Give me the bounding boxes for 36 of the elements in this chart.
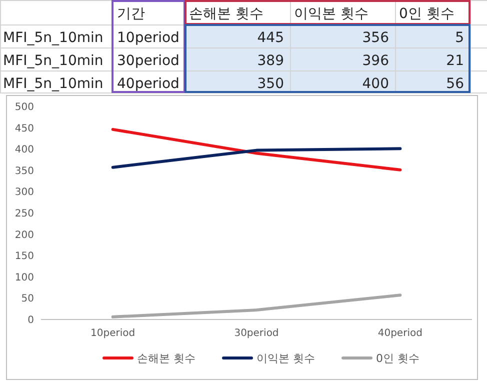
x-tick-label: 30period bbox=[234, 328, 279, 339]
y-tick-label: 250 bbox=[14, 208, 34, 220]
x-tick-label: 0인 횟수 bbox=[399, 6, 454, 22]
x-tick-label: 40period bbox=[378, 328, 422, 339]
x-tick-label: 이익본 횟수 bbox=[294, 6, 368, 22]
data-label: 350 bbox=[257, 76, 284, 92]
x-tick-label: 손해본 횟수 bbox=[189, 6, 264, 22]
data-label: 445 bbox=[257, 30, 284, 46]
y-tick-label: 350 bbox=[14, 166, 34, 177]
legend-label: 손해본 횟수 bbox=[137, 352, 196, 365]
legend-label: 0인 횟수 bbox=[376, 352, 420, 365]
y-tick-label: MFI_5n_10min bbox=[3, 76, 104, 92]
y-tick-label: 0 bbox=[28, 315, 34, 326]
y2-tick-label: 40period bbox=[117, 76, 180, 92]
y-tick-label: 400 bbox=[14, 144, 34, 156]
legend-label: 이익본 횟수 bbox=[256, 352, 315, 365]
text: 기간 bbox=[117, 6, 145, 22]
data-label: 21 bbox=[446, 53, 464, 69]
y-tick-label: 500 bbox=[14, 102, 34, 113]
y-tick-label: 50 bbox=[21, 294, 34, 305]
x-tick-label: 10period bbox=[90, 328, 136, 339]
y-tick-label: 450 bbox=[14, 123, 34, 134]
y2-tick-label: 30period bbox=[117, 53, 180, 69]
y-tick-label: MFI_5n_10min bbox=[3, 30, 104, 46]
data-label: 400 bbox=[362, 76, 389, 92]
y-tick-label: 150 bbox=[14, 251, 34, 262]
data-label: 389 bbox=[257, 53, 284, 69]
y-tick-label: 300 bbox=[14, 187, 34, 198]
y-tick-label: 100 bbox=[14, 272, 34, 284]
data-label: 5 bbox=[455, 30, 464, 46]
data-label: 56 bbox=[446, 76, 464, 92]
data-label: 396 bbox=[362, 53, 390, 69]
y-tick-label: MFI_5n_10min bbox=[3, 53, 104, 69]
y2-tick-label: 10period bbox=[117, 30, 180, 46]
data-label: 356 bbox=[362, 30, 390, 46]
y-tick-label: 200 bbox=[14, 230, 34, 241]
